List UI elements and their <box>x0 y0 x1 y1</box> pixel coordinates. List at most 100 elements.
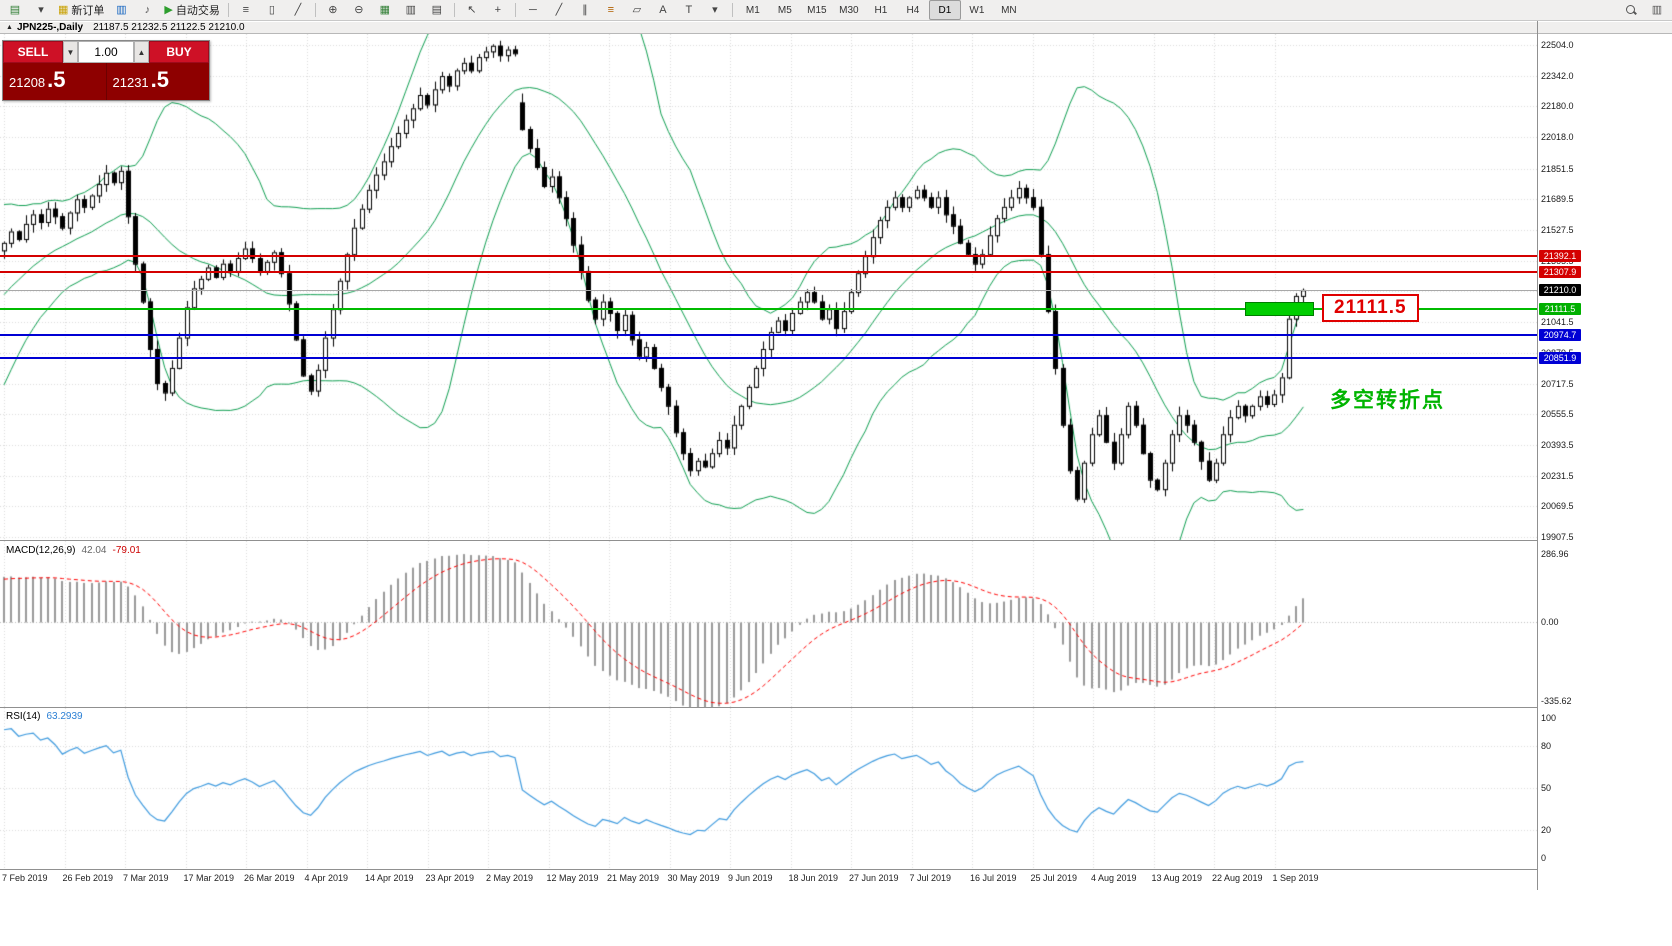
trendline-icon[interactable]: ╱ <box>555 3 563 16</box>
support-line-lower-tag: 20851.9 <box>1539 352 1581 365</box>
pivot-line-tag: 21111.5 <box>1539 302 1581 315</box>
toolbar-separator <box>731 3 733 17</box>
toolbar-separator <box>453 3 455 17</box>
fibonacci-icon[interactable]: ≡ <box>607 3 615 16</box>
date-label: 23 Apr 2019 <box>425 873 475 883</box>
bar-chart-icon[interactable]: ≡ <box>242 3 250 16</box>
toolbar: ▤ ▾ ▦ 新订单 ▥ ♪ ▶ 自动交易 ≡ ▯ ╱ ⊕ ⊖ ▦ ▥ ▤ ↖ + ─ ╱ ∥ ≡ ▱ A T ▾ M1 M5 M15 M3… <box>0 0 1672 21</box>
price-axis-tick: 20717.5 <box>1541 378 1574 389</box>
timeframe-button-d1[interactable]: D1 <box>928 0 961 20</box>
rsi-axis-tick: 0 <box>1541 853 1547 863</box>
toolbar-separator <box>227 3 229 17</box>
sell-button[interactable]: SELL <box>3 41 63 63</box>
auto-trading-button[interactable]: ▶ 自动交易 <box>164 3 220 17</box>
date-label: 26 Feb 2019 <box>62 873 114 883</box>
price-axis-tick: 20393.5 <box>1541 439 1574 450</box>
sell-price-display[interactable]: 21208 .5 <box>3 63 107 100</box>
timeframe-button-m1[interactable]: M1 <box>745 4 760 16</box>
window-layout-icon[interactable]: ▥ <box>1651 3 1663 16</box>
zoom-in-icon[interactable]: ⊕ <box>328 3 338 16</box>
date-label: 1 Sep 2019 <box>1272 873 1319 883</box>
rsi-panel-separator[interactable] <box>0 707 1537 708</box>
date-label: 14 Apr 2019 <box>365 873 414 883</box>
timeframe-button-m5[interactable]: M5 <box>777 4 792 16</box>
date-label: 4 Apr 2019 <box>304 873 349 883</box>
new-chart-dropdown-icon[interactable]: ▾ <box>38 3 44 16</box>
price-axis-tick: 22342.0 <box>1541 70 1574 81</box>
turning-point-annotation: 多空转折点 <box>1330 389 1445 412</box>
label-icon[interactable]: T <box>685 3 693 16</box>
volume-decrease-button[interactable]: ▼ <box>63 41 78 63</box>
candlestick-chart-icon[interactable]: ▯ <box>268 3 275 16</box>
zoom-out-icon[interactable]: ⊖ <box>354 3 364 16</box>
support-line-upper[interactable] <box>0 333 1537 336</box>
volume-input[interactable]: 1.00 <box>78 41 134 63</box>
search-icon[interactable] <box>1618 0 1644 20</box>
resistance-line-upper[interactable] <box>0 254 1537 257</box>
support-line-upper-tag: 20974.7 <box>1539 328 1581 341</box>
pivot-price-callout: 21111.5 <box>1322 293 1419 322</box>
pivot-line[interactable] <box>0 307 1537 310</box>
horizontal-line-icon[interactable]: ─ <box>528 3 537 16</box>
macd-axis-tick: 0.00 <box>1541 617 1559 628</box>
profiles-icon[interactable]: ▥ <box>116 3 127 16</box>
timeframe-button-m30[interactable]: M30 <box>839 4 859 16</box>
price-axis-tick: 19907.5 <box>1541 532 1574 543</box>
timeframe-button-m15[interactable]: M15 <box>807 4 827 16</box>
date-label: 9 Jun 2019 <box>728 873 773 883</box>
arrows-dropdown-icon[interactable]: ▾ <box>712 3 718 16</box>
crosshair-icon[interactable]: + <box>494 3 502 16</box>
timeframe-button-w1[interactable]: W1 <box>969 4 985 16</box>
rsi-panel-canvas[interactable] <box>0 708 1537 869</box>
buy-price-display[interactable]: 21231 .5 <box>106 63 209 100</box>
date-label: 25 Jul 2019 <box>1030 873 1078 883</box>
one-click-trading-widget: SELL ▼ 1.00 ▲ BUY 21208 .5 21231 .5 <box>2 40 210 101</box>
date-axis: 7 Feb 2019 26 Feb 2019 7 Mar 2019 17 Mar 20… <box>0 869 1537 889</box>
buy-button[interactable]: BUY <box>149 41 209 63</box>
timeframe-button-h1[interactable]: H1 <box>874 4 888 16</box>
rsi-axis-tick: 20 <box>1541 825 1552 835</box>
current-price-line-tag: 21210.0 <box>1539 284 1581 297</box>
macd-panel-canvas[interactable] <box>0 541 1537 707</box>
support-line-lower[interactable] <box>0 357 1537 360</box>
volume-increase-button[interactable]: ▲ <box>134 41 149 63</box>
cursor-icon[interactable]: ↖ <box>467 3 477 16</box>
date-label: 13 Aug 2019 <box>1151 873 1203 883</box>
date-label: 17 Mar 2019 <box>183 873 235 883</box>
price-axis-tick: 20231.5 <box>1541 470 1574 481</box>
shapes-icon[interactable]: ▱ <box>632 3 642 16</box>
date-label: 22 Aug 2019 <box>1212 873 1263 883</box>
price-axis-tick: 22504.0 <box>1541 39 1574 50</box>
chart-symbol-period: JPN225-,Daily <box>16 22 84 33</box>
date-label: 7 Feb 2019 <box>2 873 48 883</box>
chart-title-strip: ▲ JPN225-,Daily 21187.5 21232.5 21122.5 … <box>0 22 1672 34</box>
current-price-line[interactable] <box>0 289 1537 291</box>
date-label: 4 Aug 2019 <box>1091 873 1137 883</box>
chart-ohlc-values: 21187.5 21232.5 21122.5 21210.0 <box>93 22 245 33</box>
resistance-line-upper-tag: 21392.1 <box>1539 249 1581 262</box>
timeframe-button-mn[interactable]: MN <box>1001 4 1017 16</box>
macd-panel-separator[interactable] <box>0 540 1537 541</box>
timeframe-button-h4[interactable]: H4 <box>906 4 920 16</box>
sound-icon[interactable]: ♪ <box>144 3 151 16</box>
main-chart-canvas[interactable] <box>0 34 1537 540</box>
channel-icon[interactable]: ∥ <box>582 3 588 16</box>
macd-axis-tick: 286.96 <box>1541 549 1569 560</box>
date-label: 30 May 2019 <box>667 873 720 883</box>
price-axis-tick: 21527.5 <box>1541 225 1574 236</box>
date-label: 18 Jun 2019 <box>788 873 839 883</box>
line-chart-icon[interactable]: ╱ <box>294 3 302 16</box>
price-axis-tick: 21851.5 <box>1541 163 1574 174</box>
cascade-windows-icon[interactable]: ▤ <box>431 3 443 16</box>
rsi-indicator-label: RSI(14) 63.2939 <box>6 711 83 722</box>
toolbar-separator <box>514 3 516 17</box>
date-label: 26 Mar 2019 <box>244 873 295 883</box>
date-label: 27 Jun 2019 <box>849 873 899 883</box>
new-order-button[interactable]: ▦ 新订单 <box>58 3 105 17</box>
tile-windows-icon[interactable]: ▥ <box>405 3 417 16</box>
new-chart-icon[interactable]: ▤ <box>9 3 21 16</box>
text-icon[interactable]: A <box>659 3 667 16</box>
grid-icon[interactable]: ▦ <box>379 3 391 16</box>
resistance-line-lower[interactable] <box>0 270 1537 273</box>
